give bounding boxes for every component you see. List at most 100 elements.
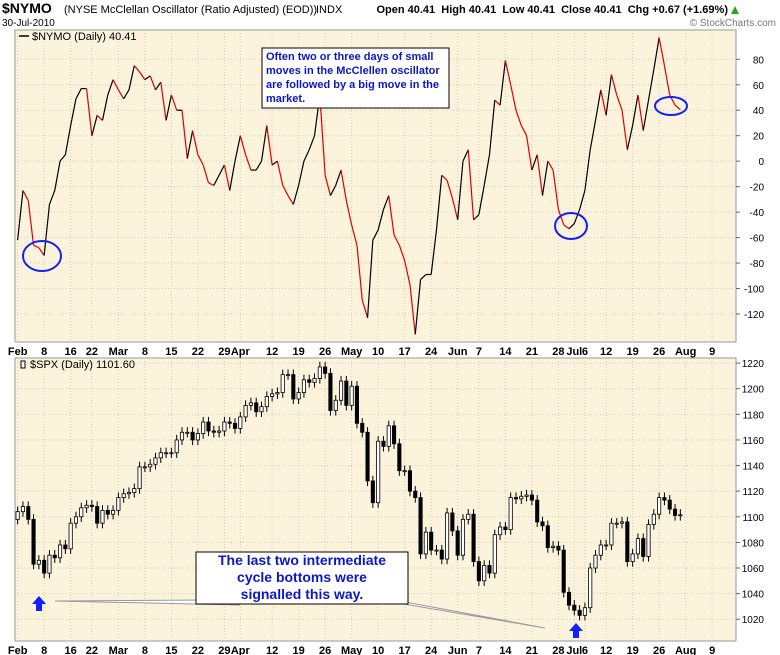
candle-body: [100, 509, 105, 524]
line-segment: [340, 169, 347, 201]
candle-body: [254, 402, 259, 413]
candle-body: [386, 425, 391, 447]
candle-body: [365, 431, 370, 482]
candle-body: [588, 567, 593, 609]
line-segment: [218, 164, 225, 176]
x-tick-label: 8: [41, 346, 47, 358]
candle-body: [429, 531, 434, 551]
candle-body: [466, 513, 471, 520]
x-tick-label: Feb: [8, 346, 28, 358]
x-tick-label: 22: [86, 346, 98, 358]
line-segment: [239, 135, 247, 155]
candle-body: [498, 526, 503, 536]
line-segment: [271, 160, 278, 166]
x-tick-label: May: [341, 645, 363, 655]
line-segment: [245, 154, 252, 171]
candle-body: [68, 522, 73, 550]
x-tick-label: Apr: [231, 346, 251, 358]
y-tick-label: 1120: [742, 487, 764, 498]
candle-body: [524, 494, 529, 497]
line-segment: [287, 195, 294, 205]
candle-body: [503, 526, 508, 530]
candle-body: [79, 507, 84, 518]
candle-body: [434, 549, 439, 552]
line-segment: [197, 154, 204, 166]
line-segment: [324, 175, 332, 196]
x-tick-label: 22: [192, 346, 204, 358]
line-segment: [154, 81, 162, 91]
line-segment: [64, 125, 72, 155]
x-tick-label: 7: [476, 346, 482, 358]
y-tick-label: -40: [750, 208, 765, 219]
line-segment: [420, 274, 427, 281]
candle-body: [529, 494, 534, 501]
line-segment: [59, 154, 66, 162]
line-segment: [133, 65, 141, 73]
candle-body: [89, 504, 94, 507]
line-segment: [541, 161, 549, 196]
x-tick-label: Jul: [566, 346, 582, 358]
candle-body: [667, 499, 672, 510]
line-segment: [647, 69, 655, 101]
x-tick-label: 15: [165, 645, 177, 655]
line-segment: [208, 182, 215, 186]
candle-body: [593, 554, 598, 569]
callout-line: signalled this way.: [241, 586, 364, 602]
line-segment: [202, 164, 210, 183]
candle-body: [418, 497, 423, 555]
y-tick-label: 1200: [742, 385, 765, 396]
candle-body: [651, 513, 656, 525]
x-tick-label: 17: [399, 346, 411, 358]
line-segment: [234, 135, 241, 162]
line-segment: [610, 74, 618, 96]
line-segment: [663, 65, 671, 96]
line-segment: [335, 169, 342, 186]
callout: The last two intermediate cycle bottoms …: [54, 551, 546, 629]
line-segment: [435, 175, 443, 230]
candle-body: [641, 538, 646, 557]
candle-body: [95, 506, 100, 524]
description: (NYSE McClellan Oscillator (Ratio Adjust…: [64, 4, 317, 16]
candle-body: [577, 609, 582, 616]
line-segment: [557, 209, 565, 226]
candle-body: [132, 488, 137, 493]
candle-body: [566, 591, 572, 606]
line-segment: [366, 240, 374, 318]
candle-body: [513, 497, 519, 500]
x-tick-label: 17: [399, 645, 411, 655]
candle-body: [111, 509, 116, 515]
candle-body: [635, 538, 640, 555]
candle-body: [450, 512, 455, 532]
x-tick-label: 8: [142, 346, 148, 358]
candle-body: [349, 385, 354, 406]
line-segment: [473, 214, 480, 221]
line-segment: [536, 154, 544, 196]
candle-body: [264, 396, 269, 408]
candle-body: [259, 406, 264, 413]
candle-body: [646, 524, 651, 557]
line-segment: [600, 89, 607, 116]
y-tick-label: 20: [753, 132, 765, 143]
candle-body: [582, 607, 587, 616]
candle-body: [137, 466, 142, 490]
x-tick-label: 16: [65, 346, 77, 358]
x-tick-label: 12: [600, 346, 612, 358]
line-segment: [372, 229, 379, 241]
line-segment: [520, 125, 528, 136]
candle-body: [20, 506, 25, 513]
highlight-ellipse: [654, 96, 688, 116]
candle-body: [217, 430, 222, 433]
line-segment: [494, 99, 501, 106]
note-frame: [261, 47, 450, 109]
x-tick-label: 6: [582, 645, 588, 655]
line-segment: [75, 88, 82, 100]
line-segment: [303, 149, 310, 162]
x-tick-label: 21: [526, 645, 538, 655]
candle-body: [519, 495, 524, 500]
y-tick-label: 1100: [742, 513, 764, 524]
line-segment: [165, 94, 172, 121]
candle-body: [492, 534, 497, 574]
candle-body: [392, 425, 397, 445]
note-line: Often two or three days of small: [266, 51, 433, 63]
